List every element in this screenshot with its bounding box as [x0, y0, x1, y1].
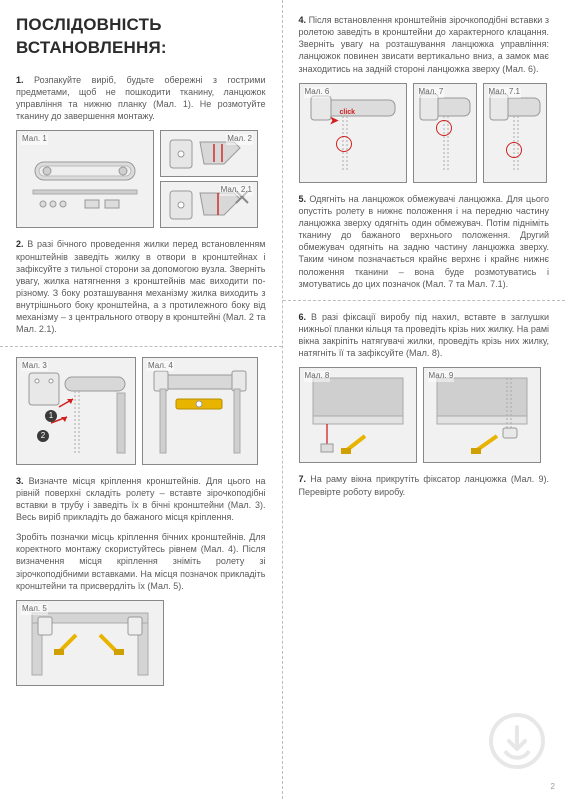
click-label: click [340, 108, 356, 117]
red-arrow-icon: ➤ [330, 114, 339, 129]
figure-8: Мал. 8 [299, 367, 417, 463]
left-column: ПОСЛІДОВНІСТЬ ВСТАНОВЛЕННЯ: 1. Розпакуйт… [0, 0, 283, 799]
step-6-text: В разі фіксації виробу під нахил, вставт… [299, 312, 550, 358]
fig6-drawing [303, 88, 403, 178]
red-circle-6 [336, 136, 352, 152]
figure-5: Мал. 5 [16, 600, 164, 686]
fig21-label: Мал. 2.1 [220, 185, 253, 196]
step-5-num: 5. [299, 194, 307, 204]
fig5-label: Мал. 5 [21, 604, 48, 615]
figure-7: Мал. 7 [413, 83, 477, 183]
fig7-label: Мал. 7 [418, 87, 445, 98]
step-1-text: Розпакуйте виріб, будьте обережні з гост… [16, 75, 266, 121]
step-7: 7. На раму вікна прикрутіть фіксатор лан… [299, 473, 550, 497]
fig3-label: Мал. 3 [21, 361, 48, 372]
step-2-num: 2. [16, 239, 24, 249]
figure-6: Мал. 6 click ➤ [299, 83, 407, 183]
step-1: 1. Розпакуйте виріб, будьте обережні з г… [16, 74, 266, 123]
step-3a: 3. Визначте місця кріплення кронштейнів.… [16, 475, 266, 524]
divider-left [0, 346, 282, 347]
step-3-num: 3. [16, 476, 24, 486]
figrow-1-2: Мал. 1 Мал. 2 [16, 130, 266, 228]
page-number: 2 [551, 782, 555, 793]
fig4-drawing [146, 363, 254, 459]
figure-7-1: Мал. 7.1 [483, 83, 547, 183]
figure-1: Мал. 1 [16, 130, 154, 228]
fig5-drawing [20, 605, 160, 681]
badge-2: 2 [37, 430, 49, 442]
step-4-num: 4. [299, 15, 307, 25]
red-circle-71 [506, 142, 522, 158]
step-4-text: Після встановлення кронштейнів зірочкопо… [299, 15, 550, 74]
step-6-num: 6. [299, 312, 307, 322]
fig1-drawing [25, 144, 145, 214]
fig71-drawing [486, 88, 544, 178]
step-2: 2. В разі бічного проведення жилки перед… [16, 238, 266, 335]
step-6: 6. В разі фіксації виробу під нахил, вст… [299, 311, 550, 360]
step-5: 5. Одягніть на ланцюжок обмежувачі ланцю… [299, 193, 550, 290]
watermark-icon [487, 711, 547, 771]
figrow-5: Мал. 5 [16, 600, 266, 686]
fig71-label: Мал. 7.1 [488, 87, 521, 98]
figure-2: Мал. 2 [160, 130, 258, 177]
step-3a-text: Визначте місця кріплення кронштейнів. Дл… [16, 476, 266, 522]
fig4-label: Мал. 4 [147, 361, 174, 372]
figure-2-1: Мал. 2.1 [160, 181, 258, 228]
divider-right [283, 300, 565, 301]
step-7-text: На раму вікна прикрутіть фіксатор ланцюж… [299, 474, 550, 496]
fig2-label: Мал. 2 [226, 134, 253, 145]
badge-1: 1 [45, 410, 57, 422]
figure-4: Мал. 4 [142, 357, 258, 465]
fig6-label: Мал. 6 [304, 87, 331, 98]
step-4: 4. Після встановлення кронштейнів зірочк… [299, 14, 550, 75]
fig1-label: Мал. 1 [21, 134, 48, 145]
step-3b: Зробіть позначки місць кріплення бічних … [16, 531, 266, 592]
step-2-text: В разі бічного проведення жилки перед вс… [16, 239, 266, 334]
figure-9: Мал. 9 [423, 367, 541, 463]
fig8-drawing [303, 372, 413, 458]
fig8-label: Мал. 8 [304, 371, 331, 382]
step-5-text: Одягніть на ланцюжок обмежувачі ланцюжка… [299, 194, 550, 289]
right-column: 4. Після встановлення кронштейнів зірочк… [283, 0, 565, 799]
step-7-num: 7. [299, 474, 307, 484]
fig9-drawing [427, 372, 537, 458]
step-1-num: 1. [16, 75, 24, 85]
figure-3: Мал. 3 1 2 [16, 357, 136, 465]
fig3-drawing [21, 363, 131, 459]
figrow-6-7: Мал. 6 click ➤ Мал. 7 [299, 83, 550, 183]
step-3b-text: Зробіть позначки місць кріплення бічних … [16, 532, 266, 591]
page-title: ПОСЛІДОВНІСТЬ ВСТАНОВЛЕННЯ: [16, 14, 266, 60]
figrow-3-4: Мал. 3 1 2 Мал. 4 [16, 357, 266, 465]
fig9-label: Мал. 9 [428, 371, 455, 382]
red-circle-7 [436, 120, 452, 136]
figrow-8-9: Мал. 8 Мал. 9 [299, 367, 550, 463]
